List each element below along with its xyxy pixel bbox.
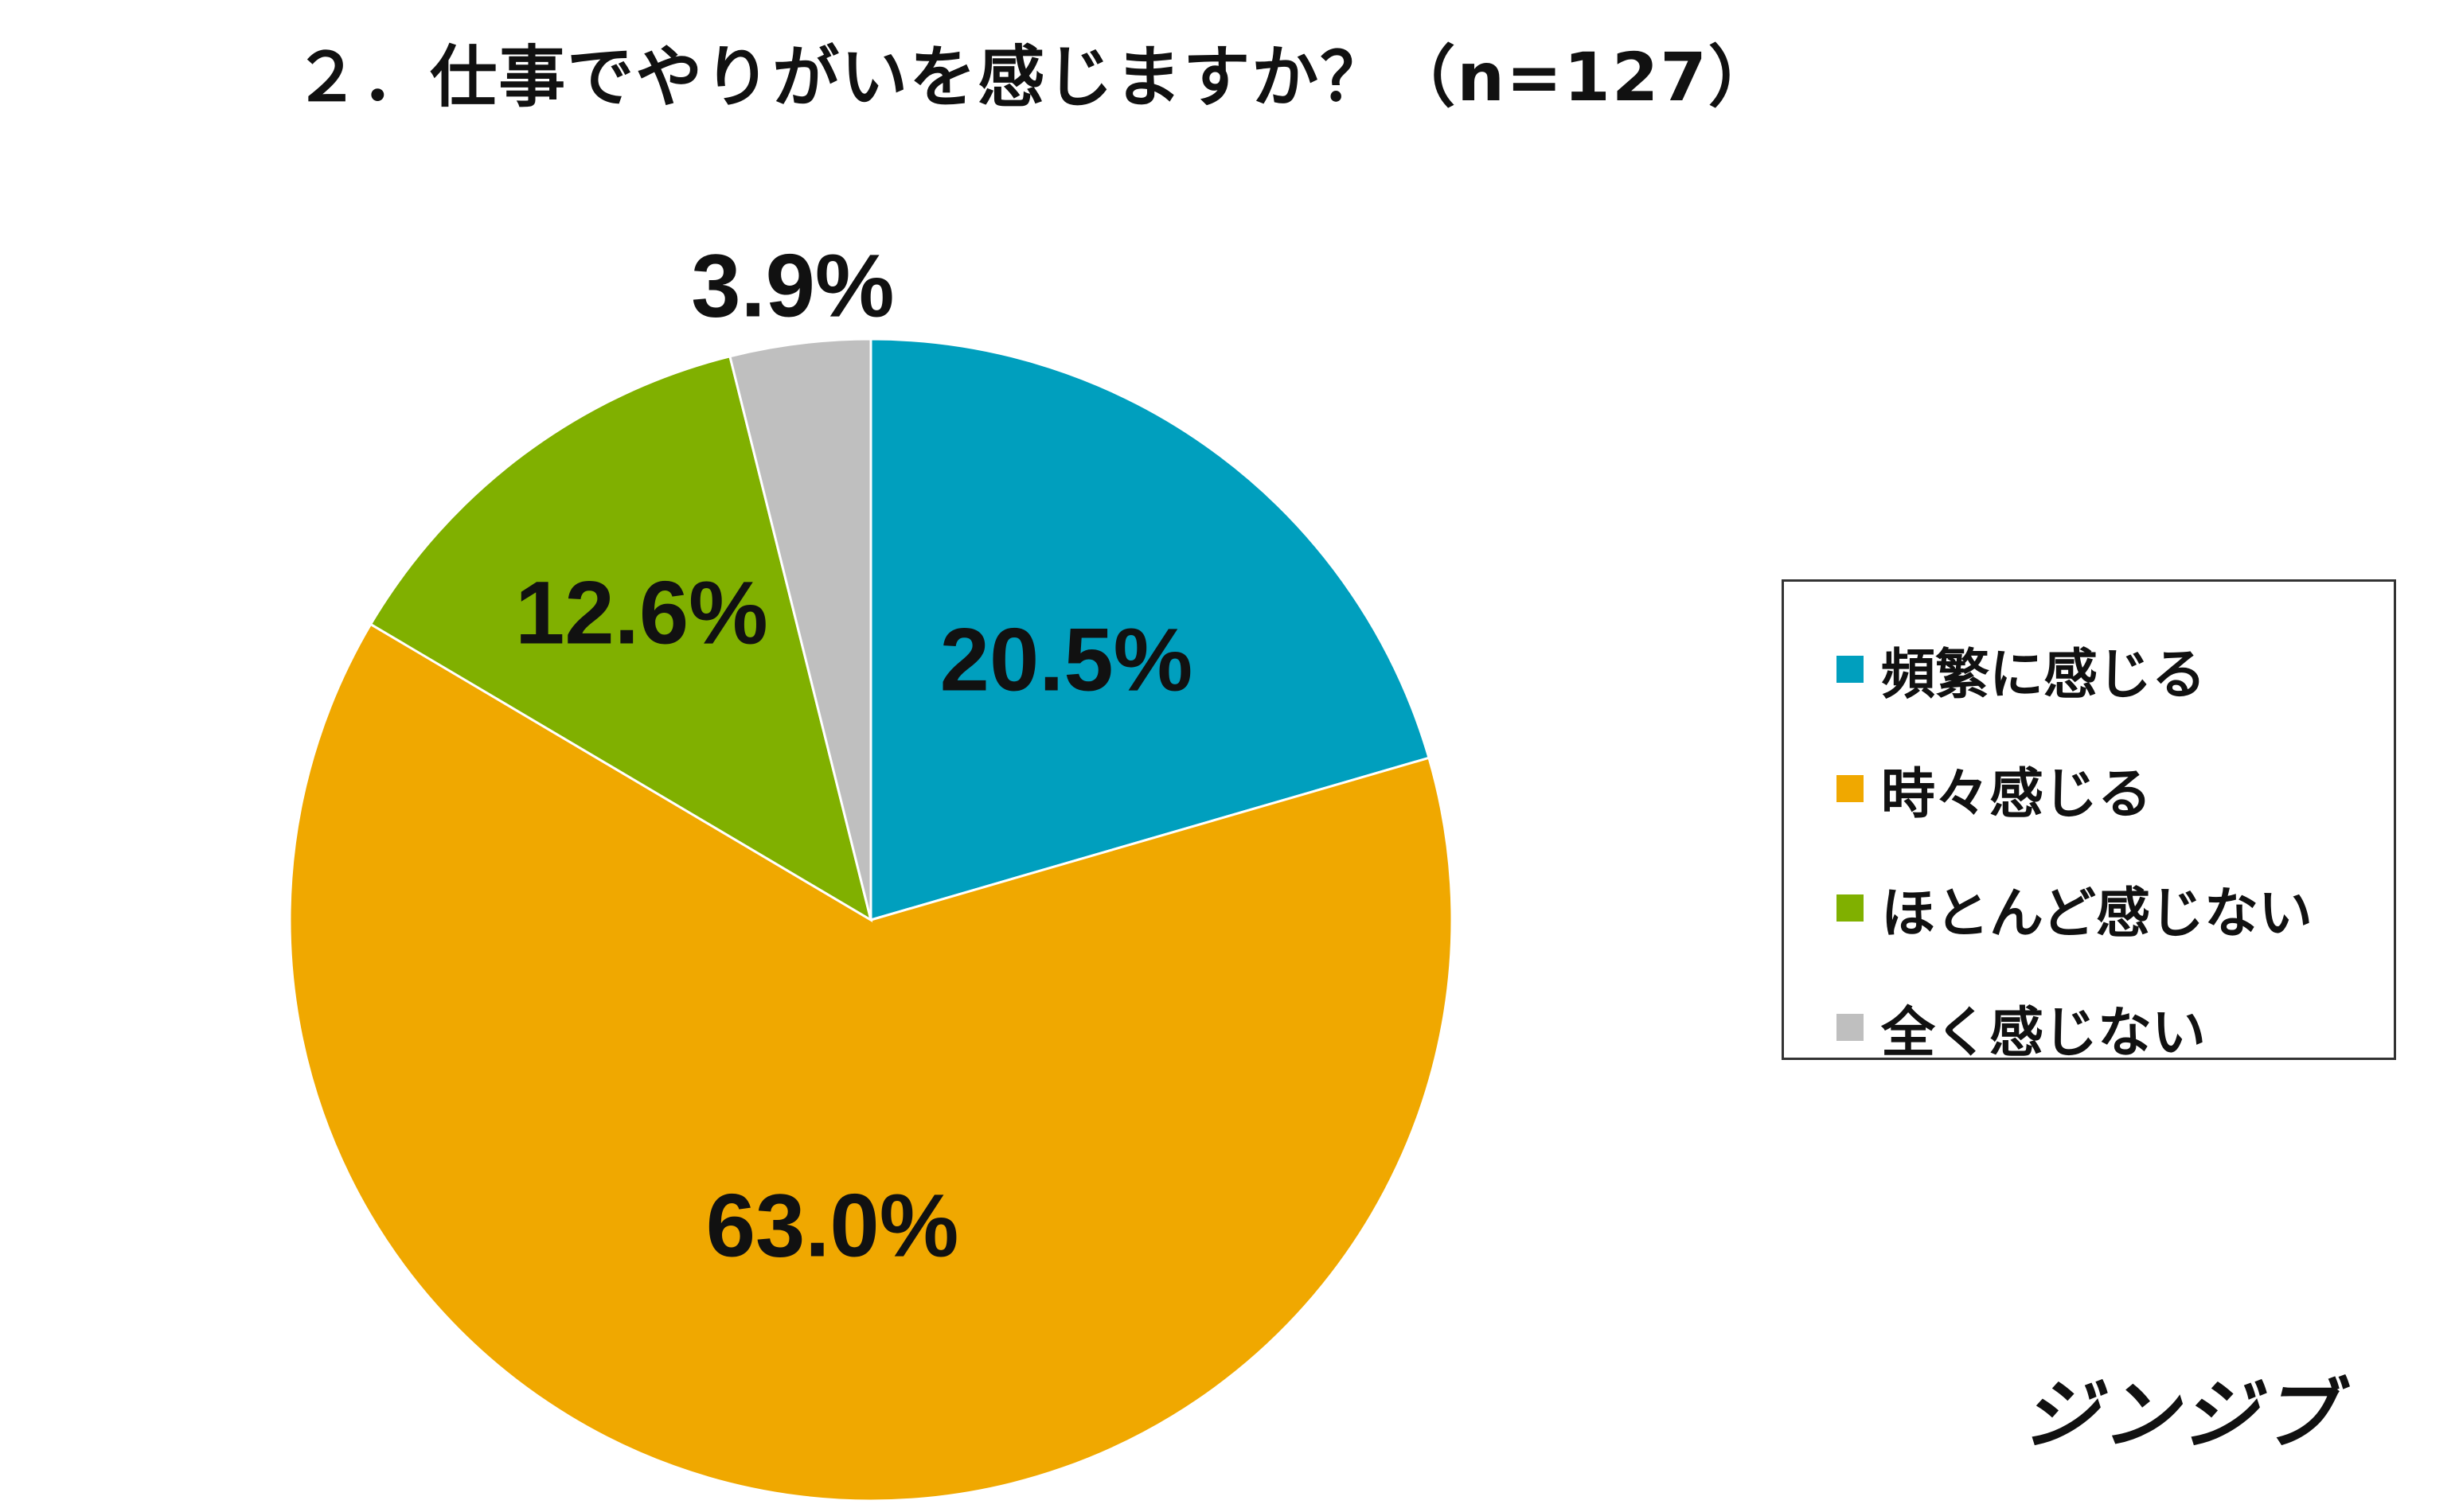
pie-labels: 20.5% 63.0% 12.6% 3.9% <box>515 236 1192 1276</box>
legend-label: ほとんど感じない <box>1881 882 2313 945</box>
chart-title: ２．仕事でやりがいを感じますか？（n=127） <box>293 38 1777 116</box>
data-label: 3.9% <box>691 236 894 336</box>
legend-item: ほとんど感じない <box>1836 876 2313 945</box>
legend-swatch <box>1836 894 1864 922</box>
data-label: 63.0% <box>706 1175 959 1275</box>
legend-item: 頻繁に感じる <box>1836 637 2206 707</box>
legend-item: 全く感じない <box>1836 996 2206 1065</box>
pie-slices <box>288 337 1454 1502</box>
legend-swatch <box>1836 656 1864 683</box>
data-label: 20.5% <box>940 610 1193 710</box>
legend-swatch <box>1836 775 1864 802</box>
legend-label: 頻繁に感じる <box>1881 643 2207 707</box>
pie-slice <box>369 354 873 923</box>
pie-slice <box>288 622 1454 1502</box>
legend-label: 時々感じる <box>1881 762 2153 826</box>
legend-item: 時々感じる <box>1836 757 2152 826</box>
chart-legend: 頻繁に感じる 時々感じる ほとんど感じない 全く感じない <box>1782 579 2396 1065</box>
data-label: 12.6% <box>515 563 768 662</box>
legend-swatch <box>1836 1014 1864 1041</box>
pie-slice <box>728 337 872 921</box>
pie-slice <box>869 337 1431 922</box>
legend-label: 全く感じない <box>1881 1001 2207 1065</box>
brand-logo: ジンジブ <box>2022 1370 2340 1459</box>
